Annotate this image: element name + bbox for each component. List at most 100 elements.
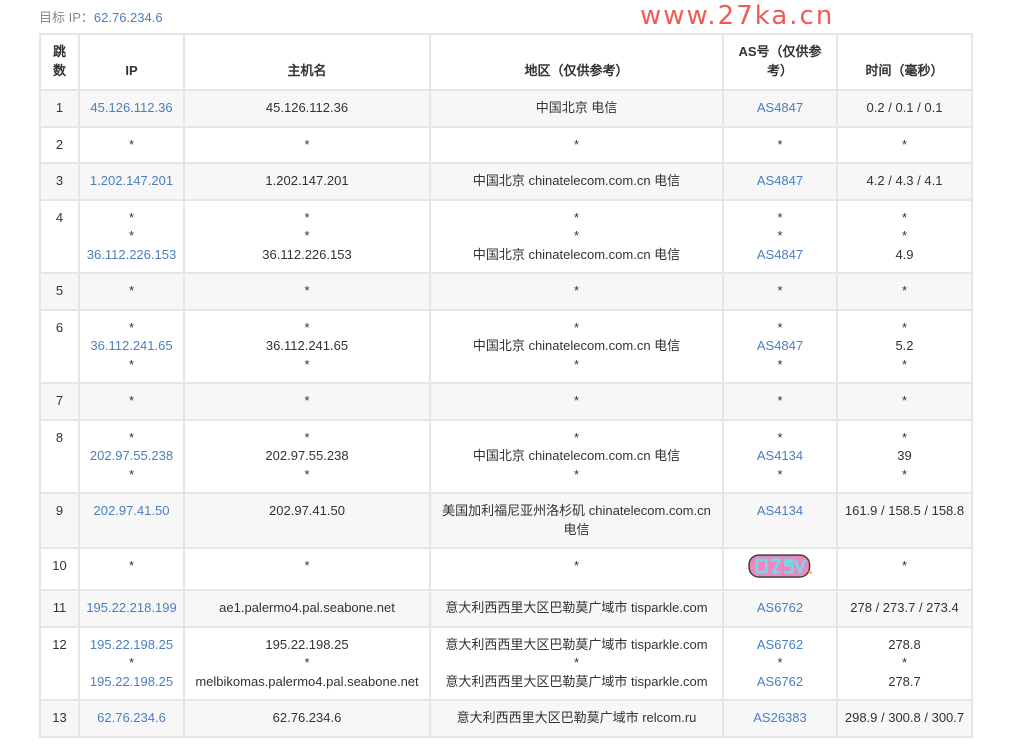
as-value[interactable]: AS4847 bbox=[756, 338, 804, 353]
as-value[interactable]: AS4847 bbox=[756, 173, 804, 188]
host-value: 45.126.112.36 bbox=[265, 100, 349, 115]
host-value: 195.22.198.25 bbox=[265, 636, 349, 652]
host-value: * bbox=[304, 429, 310, 445]
ip-value[interactable]: 45.126.112.36 bbox=[90, 100, 173, 115]
host-cell: 195.22.198.25 * melbikomas.palermo4.pal.se… bbox=[183, 625, 431, 701]
ip-value[interactable]: 62.76.234.6 bbox=[97, 710, 166, 725]
time-value: 39 bbox=[897, 448, 912, 463]
target-ip-value[interactable]: 62.76.234.6 bbox=[93, 10, 163, 25]
hop-cell: 6 bbox=[39, 308, 80, 384]
ip-value: * bbox=[128, 655, 135, 670]
hop-cell: 8 bbox=[39, 418, 80, 494]
ip-value[interactable]: 36.112.241.65 bbox=[90, 338, 173, 353]
table-row: 4 * * 36.112.226.153 * * 36.112.226.153 * * 中国北京 … bbox=[39, 198, 973, 274]
as-value[interactable]: AS6762 bbox=[756, 673, 804, 689]
ip-value: * bbox=[128, 228, 135, 243]
ip-value[interactable]: 1.202.147.201 bbox=[89, 173, 174, 188]
host-value: * bbox=[304, 558, 310, 573]
as-cell: * * AS4847 bbox=[722, 198, 838, 274]
as-cell: * AS4847 * bbox=[722, 308, 838, 384]
ip-value[interactable]: 202.97.41.50 bbox=[93, 503, 170, 518]
host-value: * bbox=[304, 356, 310, 372]
ip-cell: 202.97.41.50 bbox=[78, 492, 185, 549]
region-cell: * * 中国北京 chinatelecom.com.cn 电信 bbox=[429, 198, 724, 274]
ip-value[interactable]: 202.97.55.238 bbox=[89, 448, 174, 463]
host-value: 202.97.41.50 bbox=[269, 503, 345, 518]
ip-value[interactable]: 195.22.198.25 bbox=[89, 636, 174, 652]
region-cell: 意大利西西里大区巴勒莫广域市 relcom.ru bbox=[429, 699, 724, 738]
as-value: * bbox=[777, 655, 783, 670]
time-value: * bbox=[901, 393, 908, 408]
time-value: 4.9 bbox=[895, 246, 914, 262]
ip-cell: * 202.97.55.238 * bbox=[78, 418, 185, 494]
ip-value: * bbox=[128, 393, 135, 408]
ip-value[interactable]: 195.22.198.25 bbox=[89, 673, 174, 689]
host-cell: 202.97.41.50 bbox=[183, 492, 431, 549]
time-value: * bbox=[901, 558, 908, 573]
as-cell: AS4847 bbox=[722, 162, 838, 201]
as-cell: AS26383 bbox=[722, 699, 838, 738]
hop-cell: 5 bbox=[39, 272, 80, 311]
ip-value[interactable]: 36.112.226.153 bbox=[86, 246, 177, 262]
time-value: * bbox=[901, 356, 908, 372]
host-value: 1.202.147.201 bbox=[265, 173, 349, 188]
table-row: 2 * * * * * bbox=[39, 125, 973, 164]
ip-cell: * bbox=[78, 125, 185, 164]
ozsv-logo bbox=[748, 554, 812, 578]
time-cell: * 39 * bbox=[836, 418, 973, 494]
region-value: 美国加利福尼亚州洛杉矶 chinatelecom.com.cn 电信 bbox=[442, 503, 711, 537]
region-value: * bbox=[573, 655, 580, 670]
hop-cell: 1 bbox=[39, 89, 80, 128]
as-value[interactable]: AS4134 bbox=[756, 448, 804, 463]
region-cell: 意大利西西里大区巴勒莫广域市 tisparkle.com bbox=[429, 589, 724, 628]
region-value: 意大利西西里大区巴勒莫广域市 tisparkle.com bbox=[445, 673, 708, 689]
as-cell: AS4847 bbox=[722, 89, 838, 128]
table-row: 13 62.76.234.6 62.76.234.6 意大利西西里大区巴勒莫广域市 r… bbox=[39, 699, 973, 738]
as-value[interactable]: AS4847 bbox=[756, 100, 804, 115]
as-value[interactable]: AS4134 bbox=[756, 503, 804, 518]
traceroute-table: 跳数 IP 主机名 地区（仅供参考） AS号（仅供参考） 时间（毫秒） 1 45.… bbox=[39, 33, 973, 738]
time-value: 298.9 / 300.8 / 300.7 bbox=[844, 710, 965, 725]
region-value: 中国北京 chinatelecom.com.cn 电信 bbox=[472, 173, 681, 188]
time-cell: * bbox=[836, 125, 973, 164]
host-value: 36.112.226.153 bbox=[262, 246, 352, 262]
region-value: * bbox=[573, 393, 580, 408]
time-value: 278.7 bbox=[888, 673, 921, 689]
table-row: 8 * 202.97.55.238 * * 202.97.55.238 * * 中国北京 chi… bbox=[39, 418, 973, 494]
region-value: * bbox=[573, 283, 580, 298]
region-cell: 意大利西西里大区巴勒莫广域市 tisparkle.com * 意大利西西里大区巴勒莫… bbox=[429, 625, 724, 701]
table-row: 1 45.126.112.36 45.126.112.36 中国北京 电信 AS4847… bbox=[39, 89, 973, 128]
as-value[interactable]: AS4847 bbox=[756, 246, 804, 262]
host-value: * bbox=[304, 136, 310, 152]
region-value: * bbox=[573, 466, 580, 482]
time-cell: * * 4.9 bbox=[836, 198, 973, 274]
as-cell: * bbox=[722, 272, 838, 311]
hop-cell: 2 bbox=[39, 125, 80, 164]
time-value: * bbox=[901, 429, 908, 445]
ip-value: * bbox=[128, 558, 135, 573]
as-value[interactable]: AS26383 bbox=[753, 710, 807, 725]
time-cell: 298.9 / 300.8 / 300.7 bbox=[836, 699, 973, 738]
as-value: * bbox=[777, 319, 783, 335]
time-cell: 278 / 273.7 / 273.4 bbox=[836, 589, 973, 628]
host-value: 36.112.241.65 bbox=[265, 338, 349, 353]
as-value: * bbox=[777, 228, 783, 243]
host-cell: ae1.palermo4.pal.seabone.net bbox=[183, 589, 431, 628]
region-cell: * bbox=[429, 125, 724, 164]
as-value[interactable]: AS6762 bbox=[756, 636, 804, 652]
table-row: 6 * 36.112.241.65 * * 36.112.241.65 * * 中国北京 chi… bbox=[39, 308, 973, 384]
region-value: * bbox=[573, 429, 580, 445]
region-value: * bbox=[573, 136, 580, 152]
table-row: 5 * * * * * bbox=[39, 272, 973, 311]
host-cell: * 36.112.241.65 * bbox=[183, 308, 431, 384]
ip-value: * bbox=[128, 319, 135, 335]
region-value: * bbox=[573, 558, 580, 573]
ip-value: * bbox=[128, 356, 135, 372]
as-value[interactable]: AS6762 bbox=[756, 600, 804, 615]
ip-value[interactable]: 195.22.218.199 bbox=[86, 600, 177, 615]
time-value: * bbox=[901, 209, 908, 225]
ip-cell: * bbox=[78, 382, 185, 421]
region-cell: * bbox=[429, 272, 724, 311]
time-value: * bbox=[901, 466, 908, 482]
region-value: * bbox=[573, 228, 580, 243]
